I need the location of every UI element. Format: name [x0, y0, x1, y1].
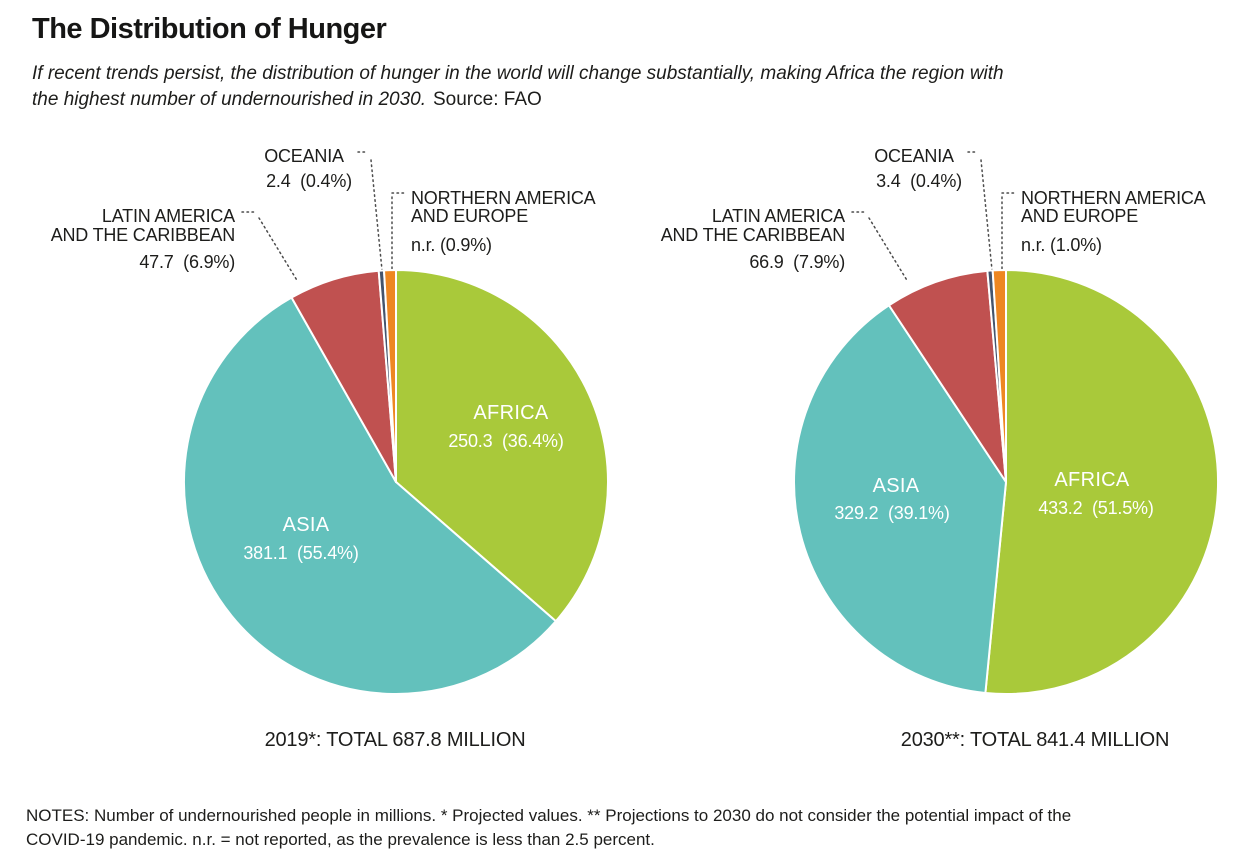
pie-chart-2030-svg: OCEANIA 3.4 (0.4%) LATIN AMERICA AND THE… — [661, 146, 1219, 751]
charts-area: OCEANIA 2.4 (0.4%) LATIN AMERICA AND THE… — [0, 130, 1250, 785]
pie-slice-africa — [984, 269, 1219, 695]
pie-slice-lac — [887, 269, 1007, 483]
chart-caption-2019: 2019*: TOTAL 687.8 MILLION — [265, 729, 526, 751]
label-northern-america-line1: NORTHERN AMERICA — [1021, 188, 1206, 208]
pie-slices-2030 — [793, 269, 1219, 695]
label-asia: ASIA — [873, 475, 920, 497]
value-northern-america: n.r. (1.0%) — [1021, 235, 1102, 255]
value-oceania: 2.4 (0.4%) — [266, 171, 352, 191]
leader-line-oceania — [357, 151, 384, 281]
footnote-line-2: COVID-19 pandemic. n.r. = not reported, … — [26, 830, 655, 849]
leader-line-northern-america — [391, 192, 407, 279]
label-latin-america-line1: LATIN AMERICA — [712, 206, 845, 226]
pie-slices-2019 — [183, 269, 609, 695]
subtitle-line-1: If recent trends persist, the distributi… — [32, 63, 1004, 84]
value-africa: 250.3 (36.4%) — [448, 431, 563, 451]
label-northern-america-line1: NORTHERN AMERICA — [411, 188, 596, 208]
pie-slice-africa — [395, 269, 609, 623]
pie-slice-nae — [991, 269, 1007, 483]
value-asia: 329.2 (39.1%) — [834, 503, 949, 523]
label-africa: AFRICA — [1054, 469, 1130, 491]
label-latin-america-line2: AND THE CARIBBEAN — [51, 225, 235, 245]
page-title: The Distribution of Hunger — [32, 13, 387, 45]
leader-line-oceania — [967, 151, 994, 281]
pie-slice-nae — [383, 269, 397, 483]
label-oceania: OCEANIA — [874, 146, 954, 166]
pie-chart-2019: OCEANIA 2.4 (0.4%) LATIN AMERICA AND THE… — [0, 130, 630, 785]
pie-chart-2030: OCEANIA 3.4 (0.4%) LATIN AMERICA AND THE… — [610, 130, 1240, 785]
footnote-line-1: NOTES: Number of undernourished people i… — [26, 806, 1072, 825]
value-northern-america: n.r. (0.9%) — [411, 235, 492, 255]
pie-slice-asia — [183, 296, 557, 695]
value-africa: 433.2 (51.5%) — [1038, 498, 1153, 518]
value-oceania: 3.4 (0.4%) — [876, 171, 962, 191]
source-label: Source: FAO — [433, 89, 542, 110]
label-oceania: OCEANIA — [264, 146, 344, 166]
label-northern-america-line2: AND EUROPE — [411, 206, 528, 226]
chart-caption-2030: 2030**: TOTAL 841.4 MILLION — [901, 729, 1169, 751]
footnotes: NOTES: Number of undernourished people i… — [26, 804, 1226, 852]
page-subtitle: If recent trends persist, the distributi… — [32, 61, 1222, 113]
leader-line-northern-america — [1001, 192, 1017, 279]
value-latin-america: 47.7 (6.9%) — [139, 252, 235, 272]
leader-line-latin-america — [241, 211, 299, 283]
leader-line-latin-america — [851, 211, 909, 283]
pie-chart-2019-svg: OCEANIA 2.4 (0.4%) LATIN AMERICA AND THE… — [51, 146, 609, 751]
label-africa: AFRICA — [473, 402, 548, 424]
subtitle-line-2: the highest number of undernourished in … — [32, 89, 426, 110]
label-northern-america-line2: AND EUROPE — [1021, 206, 1138, 226]
label-latin-america-line2: AND THE CARIBBEAN — [661, 225, 845, 245]
label-asia: ASIA — [283, 514, 330, 536]
value-latin-america: 66.9 (7.9%) — [749, 252, 845, 272]
value-asia: 381.1 (55.4%) — [243, 543, 358, 563]
label-latin-america-line1: LATIN AMERICA — [102, 206, 235, 226]
